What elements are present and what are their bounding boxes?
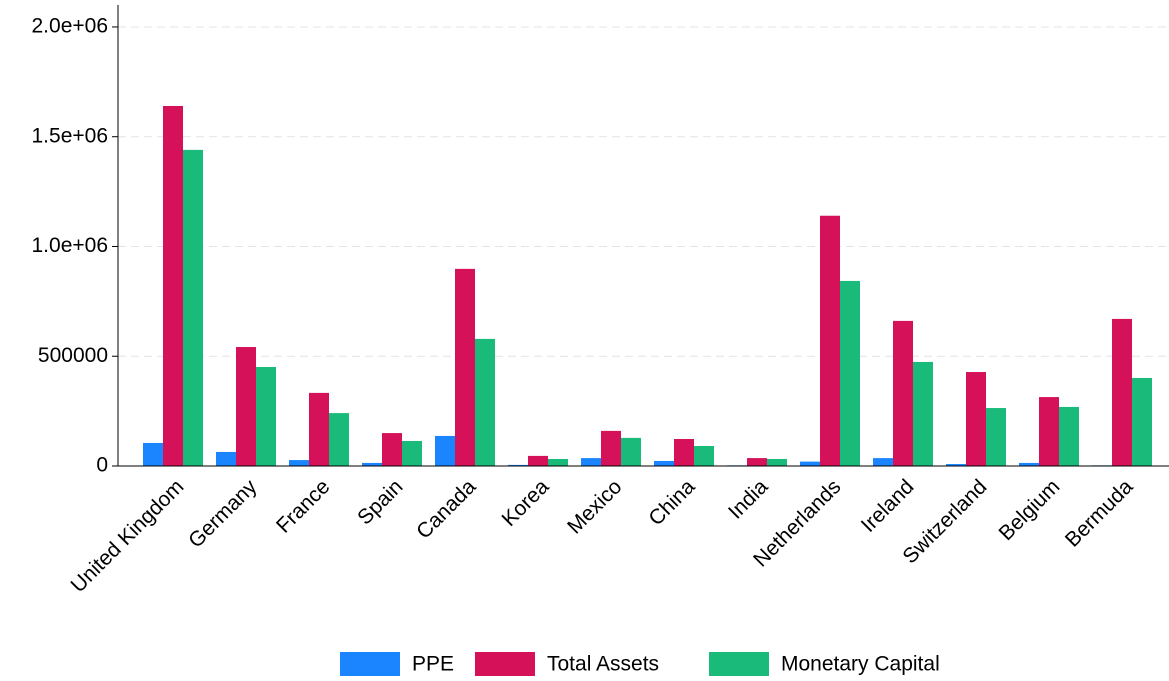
x-tick-label: China xyxy=(644,475,699,530)
bar xyxy=(820,215,840,466)
bar xyxy=(455,268,475,466)
bar xyxy=(236,347,256,466)
bar xyxy=(654,460,674,466)
bar xyxy=(1112,318,1132,466)
bar xyxy=(256,366,276,466)
bar xyxy=(986,408,1006,466)
legend-label: PPE xyxy=(412,653,454,676)
bar xyxy=(1132,377,1152,466)
x-tick-label: France xyxy=(272,475,334,537)
bar xyxy=(601,430,621,466)
bar xyxy=(143,442,163,466)
bar xyxy=(581,458,601,466)
bar xyxy=(840,280,860,466)
bar xyxy=(966,372,986,466)
x-tick-label: Canada xyxy=(412,475,481,544)
legend-swatch xyxy=(340,652,400,676)
y-tick-label: 1.0e+06 xyxy=(32,234,109,257)
bar xyxy=(508,464,528,466)
legend-swatch xyxy=(475,652,535,676)
bar xyxy=(621,437,641,466)
bar xyxy=(1039,397,1059,466)
y-tick-label: 2.0e+06 xyxy=(32,14,109,37)
bar xyxy=(946,464,966,466)
x-tick-label: Korea xyxy=(498,475,554,531)
bar xyxy=(289,460,309,466)
y-tick-label: 1.5e+06 xyxy=(32,124,109,147)
bar xyxy=(893,320,913,466)
x-tick-label: Mexico xyxy=(563,475,626,538)
legend-label: Monetary Capital xyxy=(781,653,940,676)
bar xyxy=(309,392,329,466)
bar xyxy=(800,461,820,466)
bar xyxy=(528,455,548,466)
bar xyxy=(382,433,402,466)
bar xyxy=(873,458,893,466)
x-tick-label: Germany xyxy=(184,475,262,553)
bar xyxy=(767,458,787,466)
bar xyxy=(694,446,714,466)
bar xyxy=(329,413,349,466)
bar xyxy=(402,440,422,466)
bar xyxy=(747,458,767,466)
legend-swatch xyxy=(709,652,769,676)
x-tick-label: Spain xyxy=(353,475,407,529)
x-tick-label: Bermuda xyxy=(1061,475,1138,552)
x-tick-label: United Kingdom xyxy=(67,475,189,597)
legend-label: Total Assets xyxy=(547,653,659,676)
x-tick-label: Belgium xyxy=(995,475,1065,545)
bar xyxy=(674,438,694,466)
bar xyxy=(913,361,933,466)
bar xyxy=(475,338,495,466)
x-tick-label: India xyxy=(724,475,773,524)
y-tick-label: 0 xyxy=(96,454,108,477)
x-tick-label: Ireland xyxy=(857,475,919,537)
bar xyxy=(548,458,568,466)
bar xyxy=(1019,462,1039,466)
bar xyxy=(1059,406,1079,466)
y-tick-label: 500000 xyxy=(38,344,108,367)
bar xyxy=(362,462,382,466)
bar xyxy=(216,451,236,466)
bar xyxy=(435,435,455,466)
bar xyxy=(183,149,203,466)
bar xyxy=(163,105,183,466)
